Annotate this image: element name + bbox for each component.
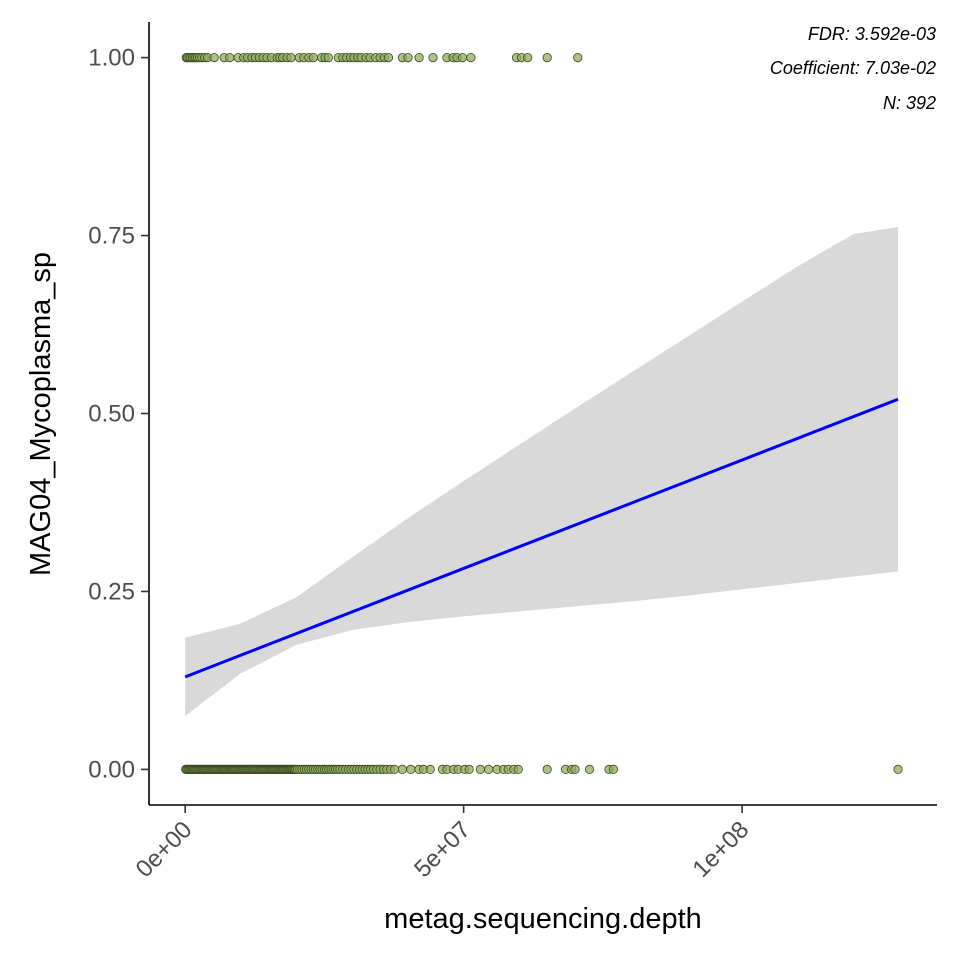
annotation-coefficient: Coefficient: 7.03e-02 bbox=[770, 58, 936, 78]
data-point bbox=[573, 52, 583, 63]
data-point bbox=[893, 764, 903, 775]
fit-line bbox=[184, 397, 899, 679]
fit-line-layer bbox=[184, 397, 899, 679]
data-point bbox=[466, 52, 476, 63]
annotation-n: N: 392 bbox=[883, 93, 936, 113]
data-point bbox=[608, 764, 619, 775]
data-point bbox=[464, 764, 474, 775]
confidence-band-layer bbox=[185, 227, 898, 716]
data-point bbox=[383, 52, 394, 63]
data-point bbox=[513, 764, 523, 775]
data-point bbox=[484, 764, 494, 775]
data-point bbox=[403, 52, 413, 63]
data-point bbox=[225, 52, 235, 63]
data-point bbox=[414, 52, 424, 63]
x-tick-label: 0e+00 bbox=[131, 816, 198, 883]
data-point bbox=[406, 764, 416, 775]
x-tick-label: 1e+08 bbox=[688, 816, 755, 883]
data-point bbox=[523, 52, 533, 63]
data-point bbox=[397, 764, 407, 775]
data-point bbox=[209, 52, 219, 63]
data-point bbox=[389, 764, 400, 775]
data-point bbox=[475, 764, 485, 775]
annotation-fdr: FDR: 3.592e-03 bbox=[808, 24, 936, 44]
data-point bbox=[584, 764, 595, 775]
data-point bbox=[286, 52, 296, 63]
data-point bbox=[425, 764, 435, 775]
x-tick-label: 5e+07 bbox=[409, 816, 476, 883]
y-tick-label: 0.50 bbox=[88, 401, 135, 428]
y-tick-label: 0.00 bbox=[88, 756, 135, 783]
y-tick-label: 0.75 bbox=[88, 223, 135, 250]
data-point bbox=[457, 52, 468, 63]
data-point bbox=[542, 52, 552, 63]
annotation-layer: FDR: 3.592e-03 Coefficient: 7.03e-02 N: … bbox=[770, 24, 936, 113]
x-axis-title: metag.sequencing.depth bbox=[384, 903, 702, 935]
y-tick-label: 0.25 bbox=[88, 578, 135, 605]
data-point bbox=[570, 764, 580, 775]
confidence-band bbox=[185, 227, 898, 716]
data-point bbox=[542, 764, 552, 775]
data-point bbox=[428, 52, 438, 63]
y-axis-title: MAG04_Mycoplasma_sp bbox=[25, 252, 57, 576]
y-tick-label: 1.00 bbox=[88, 45, 135, 72]
data-point bbox=[308, 52, 318, 63]
points-layer bbox=[181, 52, 903, 775]
data-point bbox=[323, 52, 333, 63]
